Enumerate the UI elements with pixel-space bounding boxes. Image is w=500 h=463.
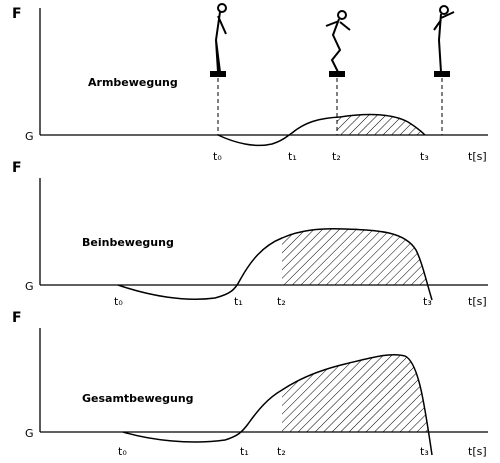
- time-label: t₀: [213, 150, 222, 163]
- time-label: t₂: [332, 150, 341, 163]
- time-label: t₃: [420, 445, 429, 458]
- figures: [210, 3, 455, 77]
- force-curve: [122, 353, 433, 456]
- time-label: t₁: [234, 295, 243, 308]
- time-label: t₁: [288, 150, 297, 163]
- baseline-label: G: [25, 427, 34, 440]
- axis-label: F: [12, 310, 22, 326]
- time-label: t₂: [277, 445, 286, 458]
- panel-title: Gesamtbewegung: [82, 392, 194, 405]
- time-label: t₃: [420, 150, 429, 163]
- axis-label: F: [12, 160, 22, 176]
- force-curve: [117, 228, 433, 301]
- panel-arm: F G Armbewegung t₀ t₁ t₂ t₃ t[s]: [12, 3, 488, 163]
- x-axis-label: t[s]: [468, 295, 487, 308]
- force-curve: [217, 113, 426, 147]
- time-label: t₀: [114, 295, 123, 308]
- time-label: t₀: [118, 445, 127, 458]
- baseline-label: G: [25, 130, 34, 143]
- panel-title: Armbewegung: [88, 76, 178, 89]
- time-label: t₃: [423, 295, 432, 308]
- panel-leg: F G Beinbewegung t₀ t₁ t₂ t₃ t[s]: [12, 160, 488, 308]
- time-label: t₂: [277, 295, 286, 308]
- panel-title: Beinbewegung: [82, 236, 174, 249]
- x-axis-label: t[s]: [468, 150, 487, 163]
- x-axis-label: t[s]: [468, 445, 487, 458]
- axis-label: F: [12, 6, 22, 22]
- panel-total: F G Gesamtbewegung t₀ t₁ t₂ t₃ t[s]: [12, 310, 488, 458]
- baseline-label: G: [25, 280, 34, 293]
- time-label: t₁: [240, 445, 249, 458]
- hatched-area: [282, 354, 428, 432]
- hatched-area: [282, 228, 428, 285]
